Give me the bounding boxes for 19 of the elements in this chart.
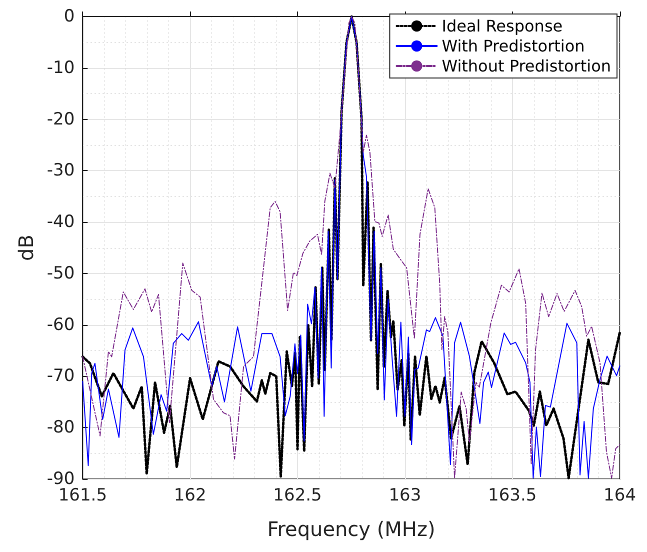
x-tick-label: 162.5 — [273, 486, 322, 506]
legend-label: Ideal Response — [442, 16, 563, 36]
y-tick-label: -60 — [46, 314, 75, 335]
y-tick-label: -20 — [46, 109, 75, 130]
y-tick-label: -50 — [46, 263, 75, 284]
y-tick-label: -70 — [46, 366, 75, 386]
y-tick-label: -80 — [46, 418, 75, 438]
legend-label: Without Predistortion — [442, 56, 611, 76]
y-tick-label: 0 — [64, 6, 75, 26]
y-tick-label: -40 — [46, 212, 75, 232]
y-tick-label: -30 — [46, 160, 75, 181]
legend-label: With Predistortion — [442, 36, 585, 56]
x-tick-label: 163.5 — [488, 486, 537, 506]
x-tick-label: 162 — [174, 486, 206, 506]
x-tick-label: 163 — [388, 486, 422, 506]
x-axis-title: Frequency (MHz) — [267, 517, 436, 541]
y-tick-label: -10 — [46, 58, 75, 78]
y-axis-title: dB — [14, 234, 38, 261]
x-tick-label: 164 — [604, 486, 636, 506]
